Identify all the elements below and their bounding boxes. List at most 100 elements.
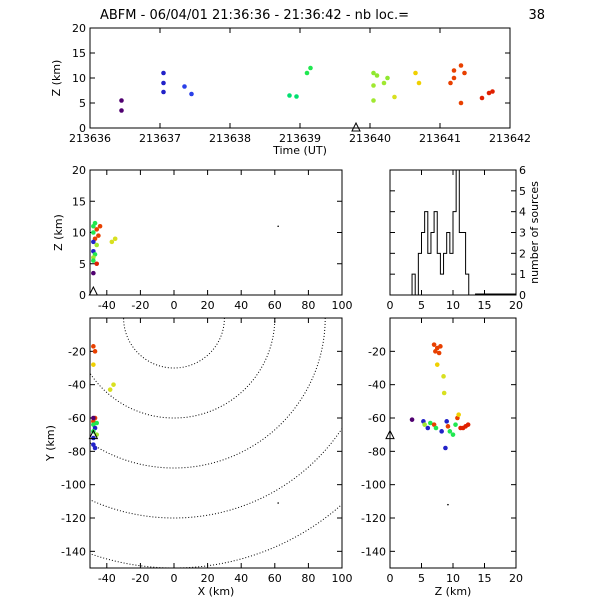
location-count: 38	[528, 8, 545, 23]
x-y-point	[91, 344, 96, 349]
x-y-ylabel: Y (km)	[44, 425, 57, 462]
x-y-point	[107, 387, 113, 392]
z-y-ytick-label: -80	[368, 445, 386, 458]
time-z-point	[416, 80, 422, 86]
range-circle	[90, 427, 342, 519]
z-y-point	[444, 419, 450, 424]
z-y-point	[436, 350, 442, 356]
time-z-xtick-label: 213640	[349, 132, 391, 145]
z-y-point	[425, 425, 431, 431]
z-y-point	[433, 425, 439, 431]
figure-title: ABFM - 06/04/01 21:36:36 - 21:36:42 - nb…	[100, 8, 409, 23]
time-z-point	[161, 80, 166, 86]
x-z-ytick-label: 10	[72, 227, 86, 240]
x-y-xtick-label: -20	[131, 572, 149, 585]
z-y-point	[434, 362, 440, 367]
time-z-station-triangle	[351, 121, 361, 132]
x-y-point	[111, 382, 116, 387]
z-y-point	[428, 420, 433, 426]
time-z-point	[451, 75, 457, 81]
histogram-ytick-label: 6	[519, 164, 526, 177]
x-y-ytick-label: -20	[68, 345, 86, 358]
x-z-ytick-label: 0	[79, 289, 86, 302]
z-y-point	[447, 503, 449, 506]
x-z-point	[277, 225, 279, 228]
x-y-point	[277, 502, 279, 504]
time-z-point	[371, 98, 376, 103]
time-z-point	[448, 80, 453, 86]
time-z-frame	[89, 27, 511, 129]
histogram-step-line	[408, 169, 472, 296]
z-y-point	[438, 344, 443, 349]
histogram-xtick-label: 20	[509, 299, 523, 312]
z-y-xtick-label: 0	[387, 572, 394, 585]
time-z-xtick-label: 213641	[419, 132, 461, 145]
time-z-xtick-label: 213639	[279, 132, 321, 145]
x-z-station-triangle	[88, 285, 99, 296]
x-z-panel: -40 -20 0 20 40 60 80 100 0 5 10 15 20 Z (km)	[52, 164, 353, 312]
z-y-xtick-label: 5	[418, 572, 425, 585]
time-z-xtick-label: 213642	[489, 132, 531, 145]
time-z-ylabel: Z (km)	[50, 60, 63, 97]
time-z-point	[371, 70, 376, 76]
x-y-point	[92, 349, 98, 354]
z-y-point	[409, 417, 415, 422]
x-y-xtick-label: 80	[301, 572, 315, 585]
z-y-point	[453, 422, 458, 427]
time-z-xlabel: Time (UT)	[272, 144, 327, 157]
z-y-xtick-label: 15	[478, 572, 492, 585]
time-z-point	[161, 70, 166, 76]
z-y-panel: 0 5 10 15 20 -20 -40 -60 -80 -100 -120 -140 Z (km)	[361, 317, 523, 598]
z-y-xtick-label: 20	[509, 572, 523, 585]
z-y-frame	[389, 317, 517, 569]
z-y-ytick-label: -120	[361, 512, 386, 525]
z-y-ytick-label: -40	[368, 379, 386, 392]
time-z-ytick-label: 0	[79, 122, 86, 135]
x-z-xtick-label: 100	[332, 299, 353, 312]
histogram-ytick-label: 3	[519, 227, 526, 240]
histogram-ytick-label: 1	[519, 268, 526, 281]
x-y-panel: -40 -20 0 20 40 60 80 100 -20 -40 -60 -80 -100 -120 -1…	[44, 317, 353, 598]
x-z-point	[91, 258, 96, 263]
z-y-point	[441, 374, 446, 379]
z-y-point	[431, 422, 437, 427]
x-z-point	[94, 242, 100, 248]
z-y-xlabel: Z (km)	[435, 585, 472, 598]
z-y-ytick-label: -20	[368, 345, 386, 358]
histogram-xtick-label: 10	[446, 299, 460, 312]
z-y-ytick-label: -100	[361, 479, 386, 492]
time-z-point	[458, 63, 464, 68]
time-z-point	[486, 90, 492, 96]
time-z-xtick-label: 213637	[139, 132, 181, 145]
x-z-ylabel: Z (km)	[52, 214, 65, 251]
x-z-point	[96, 233, 101, 238]
x-z-ytick-label: 20	[72, 164, 86, 177]
time-z-xtick-label: 213638	[209, 132, 251, 145]
histogram-ytick-label: 2	[519, 247, 526, 260]
x-y-xlabel: X (km)	[198, 585, 235, 598]
x-y-xtick-label: 60	[268, 572, 282, 585]
x-z-point	[94, 261, 100, 267]
time-z-point	[462, 70, 467, 76]
time-z-point	[479, 95, 485, 101]
x-y-ytick-label: -60	[68, 412, 86, 425]
z-y-point	[431, 342, 437, 347]
x-y-ytick-label: -140	[61, 545, 86, 558]
time-z-point	[392, 94, 397, 100]
x-y-xtick-label: 40	[234, 572, 248, 585]
x-z-xtick-label: 40	[234, 299, 248, 312]
x-y-station-triangle	[88, 429, 99, 440]
x-z-xtick-label: 60	[268, 299, 282, 312]
time-z-point	[308, 65, 313, 71]
x-z-xtick-label: -40	[98, 299, 116, 312]
z-y-point	[441, 390, 447, 396]
histogram-xtick-label: 15	[478, 299, 492, 312]
time-z-point	[189, 91, 194, 97]
z-y-ytick-label: -60	[368, 412, 386, 425]
x-z-ytick-label: 5	[79, 258, 86, 271]
time-z-point	[451, 68, 457, 73]
time-z-point	[381, 80, 387, 86]
time-z-point	[490, 89, 495, 94]
x-z-frame	[89, 169, 343, 296]
